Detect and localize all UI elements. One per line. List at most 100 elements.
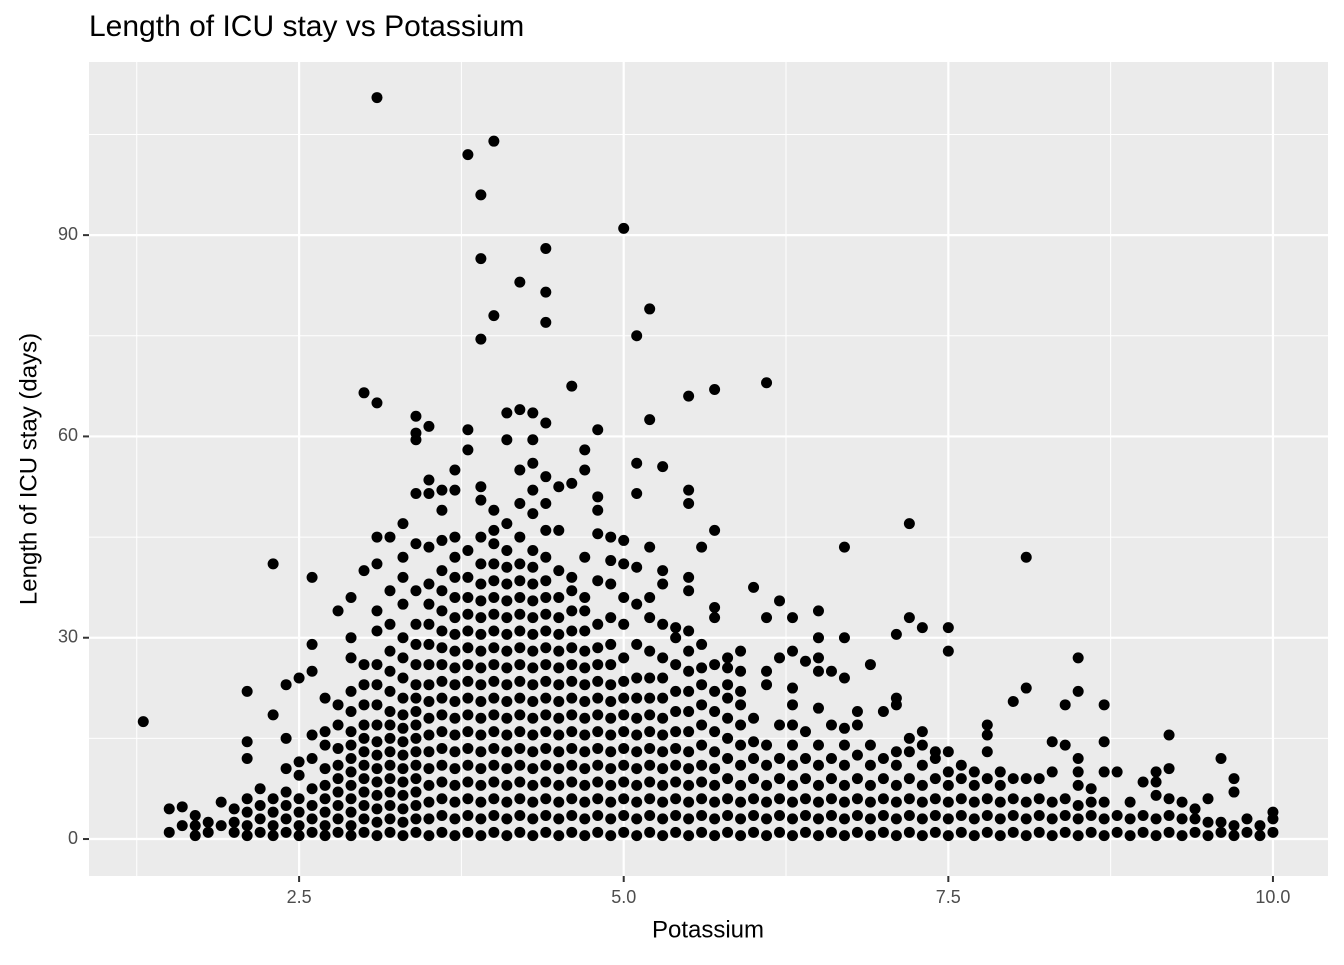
- point: [436, 484, 448, 496]
- point: [1020, 796, 1032, 808]
- point: [345, 806, 357, 818]
- point: [345, 793, 357, 805]
- point: [955, 826, 967, 838]
- point: [527, 484, 539, 496]
- point: [475, 712, 487, 724]
- point: [670, 759, 682, 771]
- point: [1033, 826, 1045, 838]
- point: [579, 625, 591, 637]
- point: [942, 813, 954, 825]
- point: [436, 565, 448, 577]
- point: [1098, 736, 1110, 748]
- point: [267, 830, 279, 842]
- point: [345, 739, 357, 751]
- point: [631, 763, 643, 775]
- point: [423, 763, 435, 775]
- point: [501, 763, 513, 775]
- point: [449, 813, 461, 825]
- point: [812, 739, 824, 751]
- point: [384, 706, 396, 718]
- point: [683, 625, 695, 637]
- point: [475, 253, 487, 265]
- point: [462, 608, 474, 620]
- point: [605, 659, 617, 671]
- point: [553, 662, 565, 674]
- point: [968, 779, 980, 791]
- point: [345, 830, 357, 842]
- point: [968, 796, 980, 808]
- point: [358, 813, 370, 825]
- point: [501, 729, 513, 741]
- point: [397, 830, 409, 842]
- point: [319, 726, 331, 738]
- point: [903, 793, 915, 805]
- point: [825, 753, 837, 765]
- point: [1007, 810, 1019, 822]
- point: [540, 776, 552, 788]
- point: [410, 638, 422, 650]
- point: [527, 407, 539, 419]
- point: [540, 709, 552, 721]
- point: [631, 712, 643, 724]
- point: [657, 672, 669, 684]
- point: [475, 628, 487, 640]
- point: [942, 622, 954, 634]
- point: [397, 816, 409, 828]
- point: [670, 706, 682, 718]
- point: [423, 746, 435, 758]
- point: [683, 706, 695, 718]
- grid: [89, 62, 1328, 876]
- point: [799, 655, 811, 667]
- point: [916, 813, 928, 825]
- point: [838, 796, 850, 808]
- point: [527, 544, 539, 556]
- point: [916, 759, 928, 771]
- point: [566, 692, 578, 704]
- point: [293, 756, 305, 768]
- point: [618, 709, 630, 721]
- point: [293, 820, 305, 832]
- point: [1202, 793, 1214, 805]
- point: [462, 571, 474, 583]
- point: [397, 763, 409, 775]
- point: [293, 672, 305, 684]
- point: [825, 773, 837, 785]
- point: [696, 739, 708, 751]
- point: [851, 749, 863, 761]
- point: [228, 803, 240, 815]
- point: [436, 675, 448, 687]
- point: [618, 591, 630, 603]
- point: [566, 585, 578, 597]
- point: [371, 789, 383, 801]
- point: [1098, 830, 1110, 842]
- point: [436, 625, 448, 637]
- point: [735, 719, 747, 731]
- point: [579, 695, 591, 707]
- point: [410, 732, 422, 744]
- point: [384, 618, 396, 630]
- point: [306, 783, 318, 795]
- point: [397, 749, 409, 761]
- point: [1202, 830, 1214, 842]
- point: [618, 726, 630, 738]
- point: [1176, 813, 1188, 825]
- point: [488, 776, 500, 788]
- point: [761, 830, 773, 842]
- point: [942, 766, 954, 778]
- point: [501, 434, 513, 446]
- point: [890, 628, 902, 640]
- point: [449, 571, 461, 583]
- point: [618, 742, 630, 754]
- x-axis-title: Potassium: [652, 916, 764, 943]
- point: [1150, 813, 1162, 825]
- point: [1137, 826, 1149, 838]
- point: [1137, 776, 1149, 788]
- point: [553, 830, 565, 842]
- point: [384, 813, 396, 825]
- point: [631, 638, 643, 650]
- point: [683, 830, 695, 842]
- point: [618, 675, 630, 687]
- point: [215, 820, 227, 832]
